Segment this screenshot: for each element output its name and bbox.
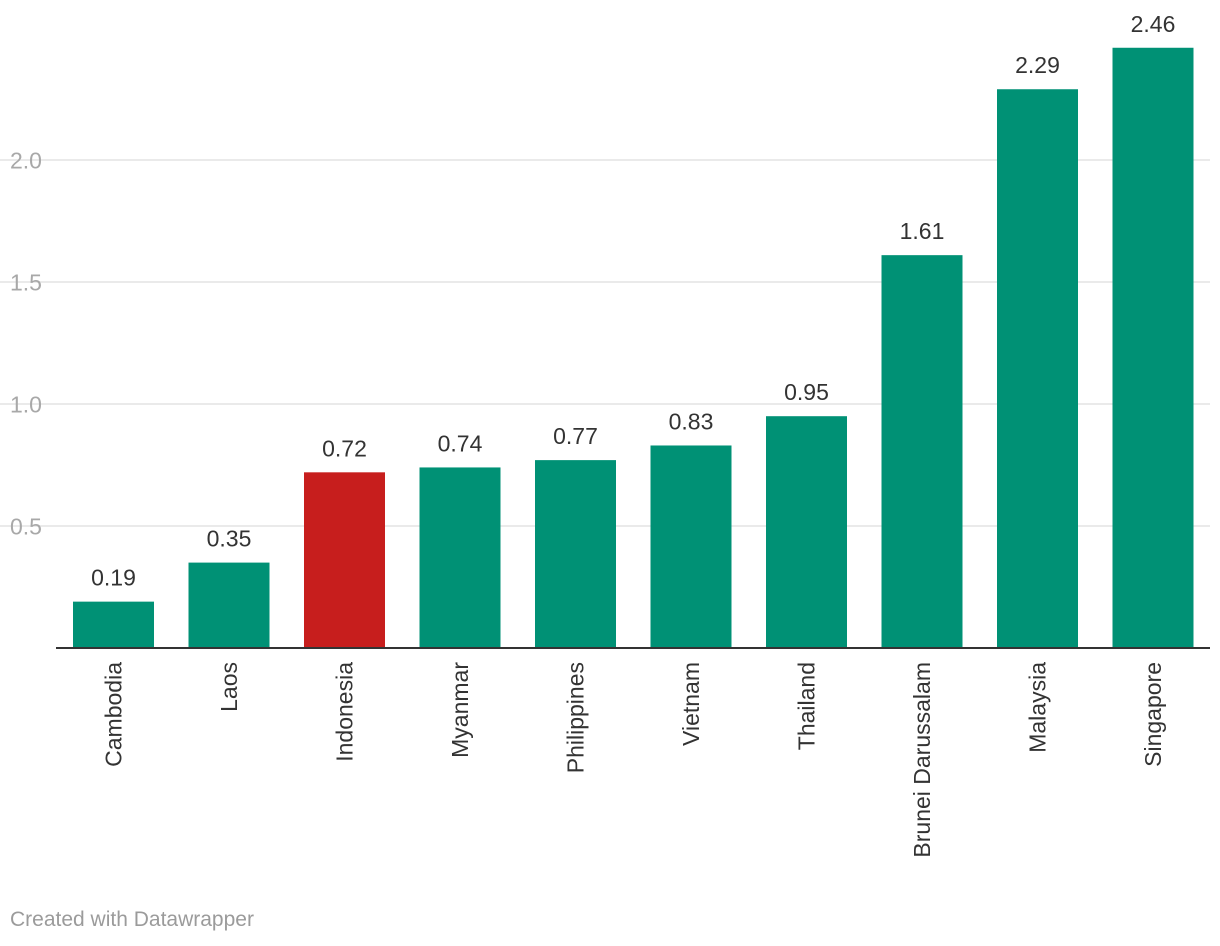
category-label: Laos bbox=[216, 662, 242, 712]
category-label: Philippines bbox=[563, 662, 589, 773]
bar bbox=[997, 89, 1078, 649]
bar bbox=[73, 601, 154, 648]
datawrapper-credit: Created with Datawrapper bbox=[10, 908, 254, 931]
bar-value-label: 0.74 bbox=[438, 430, 483, 456]
y-tick-label: 0.5 bbox=[10, 513, 42, 539]
bar-value-label: 0.83 bbox=[669, 408, 714, 434]
category-label: Malaysia bbox=[1025, 662, 1051, 753]
category-label: Brunei Darussalam bbox=[909, 662, 935, 858]
bar bbox=[1112, 47, 1194, 648]
bar bbox=[535, 460, 616, 648]
bar bbox=[188, 562, 270, 648]
bar-value-label: 2.29 bbox=[1015, 52, 1060, 78]
category-label: Myanmar bbox=[447, 662, 473, 758]
bar-value-label: 0.72 bbox=[322, 435, 367, 461]
bar bbox=[881, 255, 963, 648]
value-labels: 0.19 0.35 0.72 0.74 0.77 0.83 0.95 1.61 2.29 2.46 bbox=[91, 11, 1175, 591]
bar-value-label: 0.19 bbox=[91, 565, 136, 591]
category-label: Vietnam bbox=[678, 662, 704, 746]
y-tick-label: 1.5 bbox=[10, 269, 42, 295]
bar-value-label: 0.95 bbox=[784, 379, 829, 405]
category-label: Cambodia bbox=[101, 662, 127, 767]
y-tick-label: 2.0 bbox=[10, 147, 42, 173]
bar bbox=[650, 445, 732, 648]
bar-value-label: 2.46 bbox=[1131, 11, 1176, 37]
bar-value-label: 1.61 bbox=[900, 218, 945, 244]
bar bbox=[419, 467, 501, 648]
category-labels: Cambodia Laos Indonesia Myanmar Philippines V… bbox=[101, 662, 1167, 858]
bar bbox=[766, 416, 847, 648]
category-label: Thailand bbox=[794, 662, 820, 750]
bar-value-label: 0.77 bbox=[553, 423, 598, 449]
category-label: Indonesia bbox=[332, 662, 358, 762]
bar bbox=[304, 472, 385, 648]
bar-value-label: 0.35 bbox=[207, 526, 252, 552]
bars bbox=[73, 47, 1194, 649]
category-label: Singapore bbox=[1140, 662, 1166, 767]
y-tick-label: 1.0 bbox=[10, 391, 42, 417]
